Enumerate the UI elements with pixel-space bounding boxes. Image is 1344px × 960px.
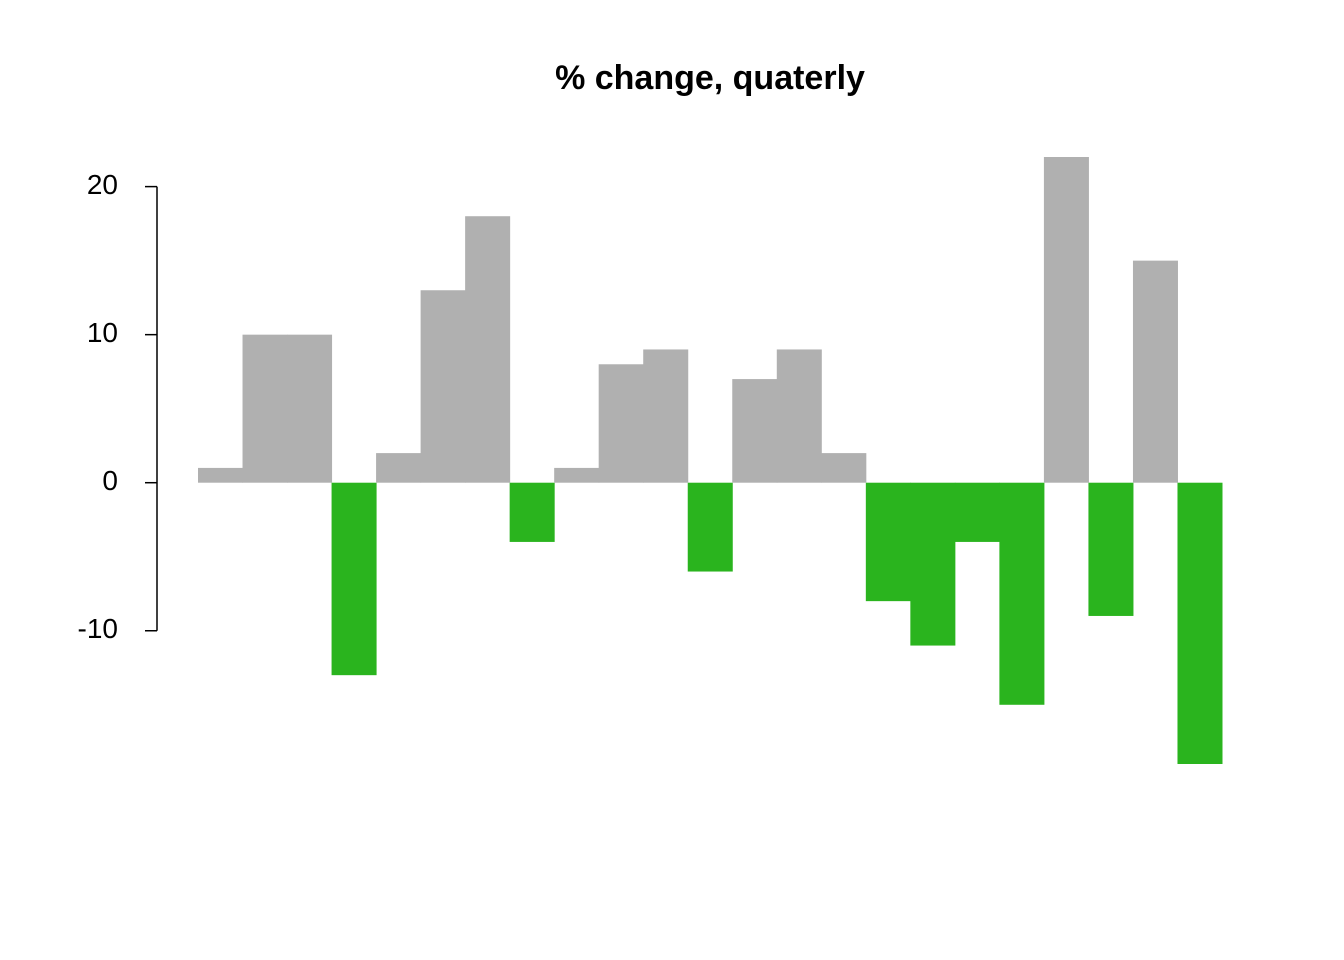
bar: [198, 467, 244, 483]
bar: [287, 334, 333, 483]
bar: [954, 482, 1000, 542]
bar: [910, 482, 956, 646]
bar: [1043, 157, 1089, 483]
bar: [865, 482, 911, 602]
bar: [732, 379, 778, 483]
bar: [1088, 482, 1134, 616]
bar: [331, 482, 377, 676]
bar: [643, 349, 689, 483]
bar: [509, 482, 555, 542]
y-tick-label: -10: [78, 613, 118, 644]
bar: [776, 349, 822, 483]
bar: [376, 453, 422, 483]
bar: [420, 290, 466, 483]
bar: [465, 216, 511, 483]
bar: [554, 467, 600, 483]
bar: [1177, 482, 1223, 764]
bar: [598, 364, 644, 483]
y-tick-label: 10: [87, 317, 118, 348]
bar: [242, 334, 288, 483]
bar: [821, 453, 867, 483]
bar: [687, 482, 733, 572]
bar: [1132, 260, 1178, 483]
chart-title: % change, quaterly: [555, 59, 865, 97]
bar: [999, 482, 1045, 705]
y-tick-label: 0: [102, 465, 118, 496]
y-tick-label: 20: [87, 169, 118, 200]
